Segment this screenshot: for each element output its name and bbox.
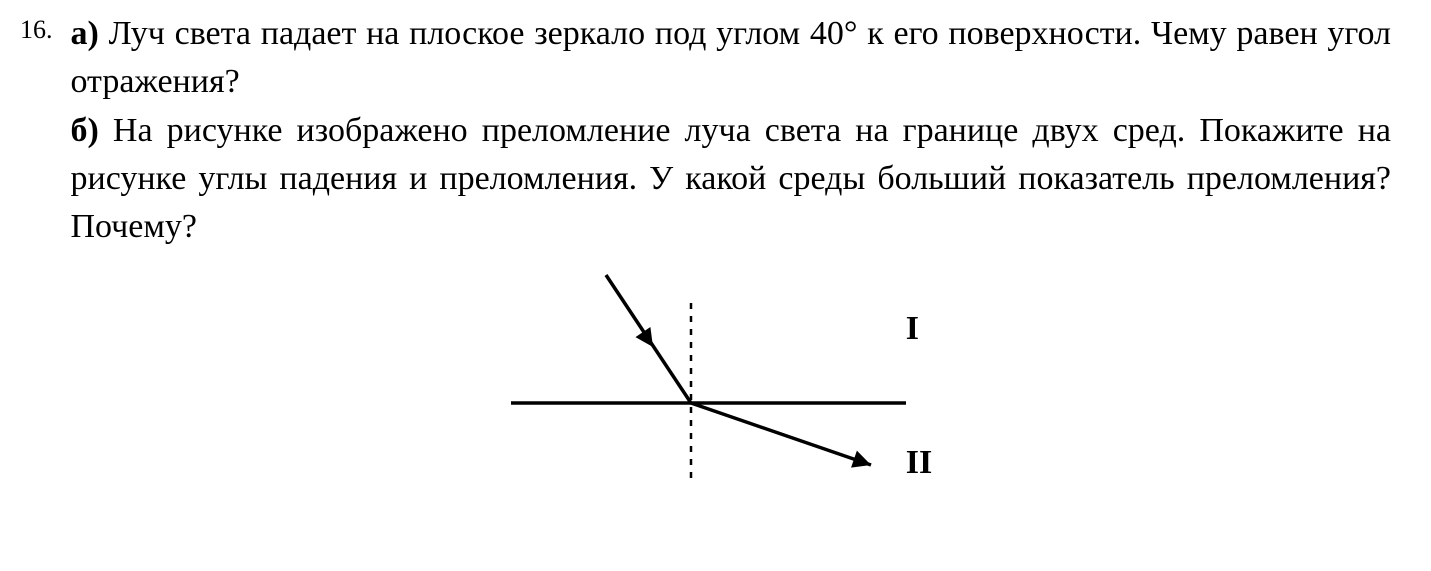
part-b-label: б) [71, 112, 99, 149]
problem-body: а) Луч света падает на плоское зеркало п… [71, 10, 1392, 493]
part-b-text: На рисунке изображено преломление луча с… [71, 112, 1392, 246]
refracted-arrow-icon [851, 451, 874, 474]
problem-number: 16. [20, 10, 53, 49]
medium-two-label: II [906, 439, 932, 487]
refraction-diagram-container: I II [71, 273, 1392, 493]
part-a-label: а) [71, 15, 99, 52]
physics-problem: 16. а) Луч света падает на плоское зерка… [20, 10, 1391, 493]
medium-one-label: I [906, 305, 919, 353]
diagram-svg [431, 273, 1031, 493]
refracted-ray [691, 403, 871, 465]
part-a-text: Луч света падает на плоское зеркало под … [71, 15, 1392, 100]
refraction-diagram: I II [431, 273, 1031, 493]
